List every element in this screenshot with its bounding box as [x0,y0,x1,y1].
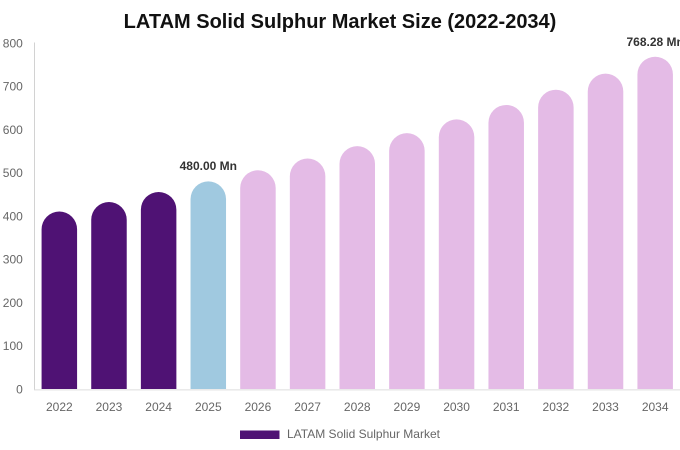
svg-text:100: 100 [3,339,23,353]
svg-text:2026: 2026 [245,400,272,414]
svg-text:480.00 Mn: 480.00 Mn [180,159,237,173]
svg-text:2023: 2023 [96,400,123,414]
svg-text:800: 800 [3,36,23,50]
svg-text:768.28 Mn: 768.28 Mn [626,35,680,49]
svg-text:500: 500 [3,166,23,180]
svg-text:2032: 2032 [543,400,570,414]
svg-text:2031: 2031 [493,400,520,414]
svg-text:0: 0 [16,382,23,396]
svg-text:LATAM Solid Sulphur Market: LATAM Solid Sulphur Market [287,427,441,441]
svg-text:2028: 2028 [344,400,371,414]
svg-text:2034: 2034 [642,400,669,414]
svg-text:2022: 2022 [46,400,73,414]
svg-text:2025: 2025 [195,400,222,414]
svg-text:2033: 2033 [592,400,619,414]
svg-text:200: 200 [3,296,23,310]
svg-text:2027: 2027 [294,400,321,414]
svg-text:2029: 2029 [394,400,421,414]
svg-text:300: 300 [3,253,23,267]
svg-text:2030: 2030 [443,400,470,414]
svg-text:400: 400 [3,209,23,223]
svg-text:700: 700 [3,80,23,94]
svg-text:2024: 2024 [145,400,172,414]
svg-text:LATAM Solid Sulphur Market Siz: LATAM Solid Sulphur Market Size (2022-20… [124,11,557,33]
svg-text:600: 600 [3,123,23,137]
